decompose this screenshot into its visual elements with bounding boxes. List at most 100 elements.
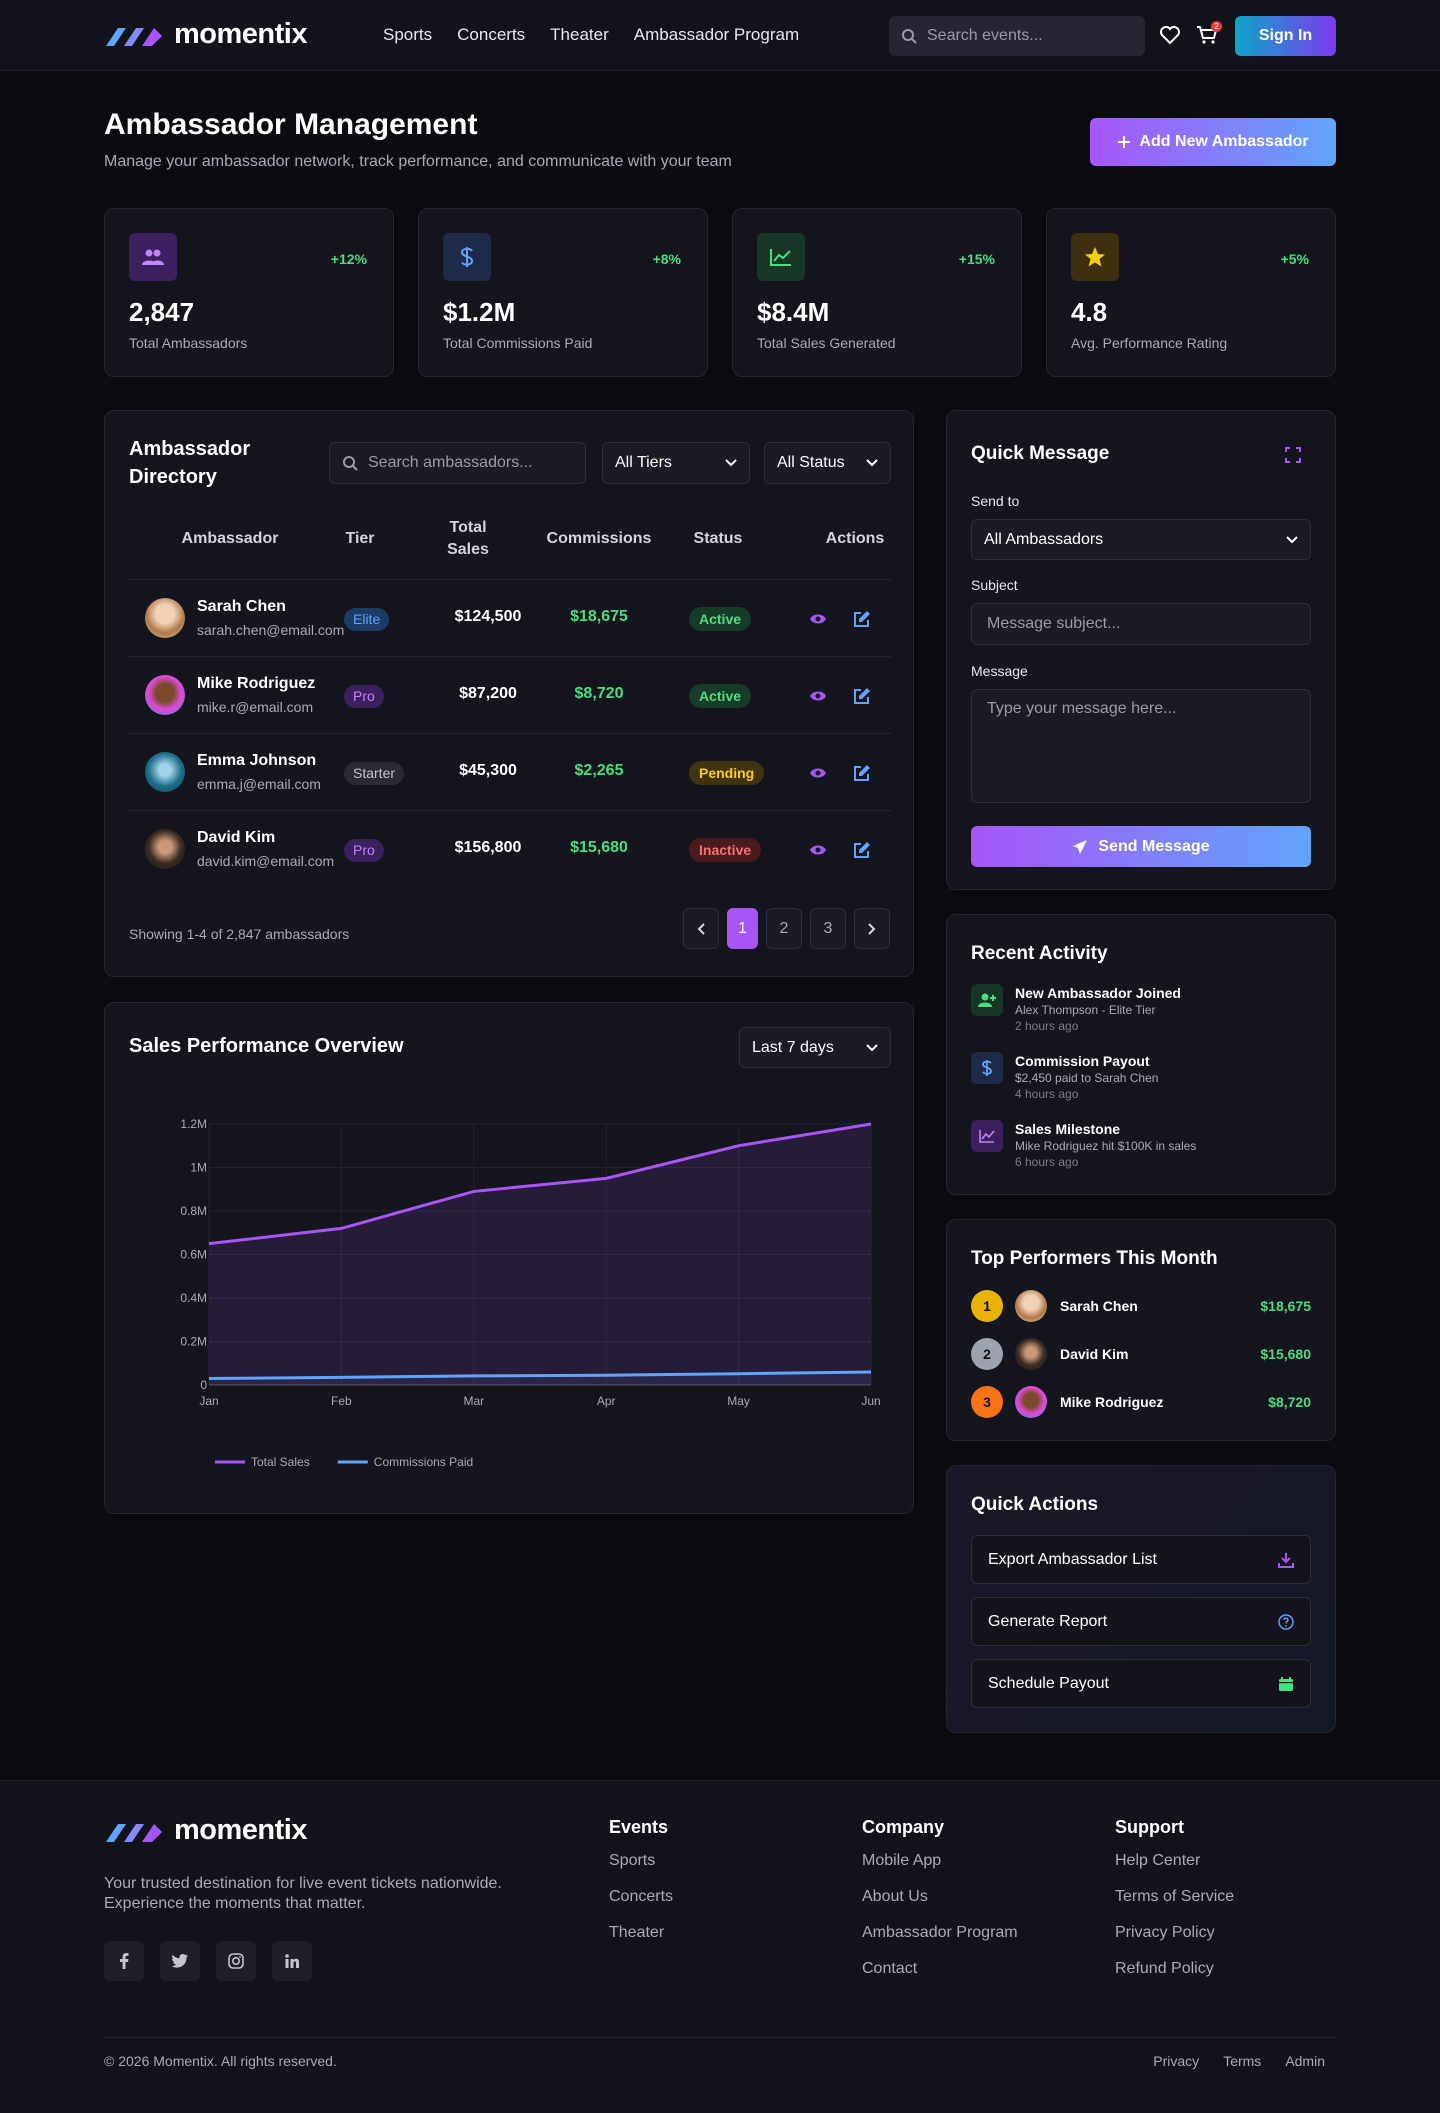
cart-button[interactable]: 2 <box>1196 21 1222 48</box>
edit-icon[interactable] <box>853 610 871 628</box>
sign-in-button[interactable]: Sign In <box>1235 16 1336 56</box>
nav-link-sports[interactable]: Sports <box>383 25 433 44</box>
footer-link[interactable]: Terms of Service <box>1115 1888 1235 1905</box>
page-button-3[interactable]: 3 <box>810 908 846 949</box>
avatar <box>145 675 185 715</box>
quick-message-panel: Quick Message Send to All Ambassadors Su… <box>946 410 1336 890</box>
subject-input[interactable]: Message subject... <box>971 603 1311 645</box>
send-message-button[interactable]: Send Message <box>971 826 1311 867</box>
x-tick-label: Mar <box>463 1394 484 1408</box>
nav-link-ambassador-program[interactable]: Ambassador Program <box>633 25 800 44</box>
event-search-input[interactable]: Search events... <box>889 16 1145 56</box>
stat-change: +8% <box>652 251 681 267</box>
view-icon[interactable] <box>809 610 827 628</box>
footer-link[interactable]: Mobile App <box>862 1852 942 1869</box>
rank-badge: 2 <box>971 1338 1003 1370</box>
footer-logo[interactable]: momentix <box>104 1814 307 1847</box>
send-to-select[interactable]: All Ambassadors <box>971 519 1311 560</box>
chevron-down-icon <box>866 459 878 467</box>
performer-name: Mike Rodriguez <box>1060 1394 1164 1410</box>
facebook-icon <box>120 1953 129 1969</box>
quick-actions-title: Quick Actions <box>971 1494 1099 1515</box>
footer-col-title: Events <box>609 1817 669 1837</box>
top-navbar: momentix Sports Concerts Theater Ambassa… <box>0 0 1440 71</box>
twitter-link[interactable] <box>160 1941 200 1981</box>
message-placeholder: Type your message here... <box>987 700 1177 717</box>
col-header-total-sales[interactable]: Total Sales <box>447 519 489 558</box>
message-textarea[interactable]: Type your message here... <box>971 689 1311 803</box>
export-label: Export Ambassador List <box>988 1550 1157 1568</box>
cart-count-badge: 2 <box>1211 21 1222 32</box>
footer-link[interactable]: Contact <box>862 1960 918 1977</box>
col-header-status[interactable]: Status <box>693 530 743 547</box>
view-icon[interactable] <box>809 841 827 859</box>
favorites-button[interactable] <box>1160 26 1180 47</box>
footer-link[interactable]: Help Center <box>1115 1852 1201 1869</box>
generate-report-button[interactable]: Generate Report <box>971 1597 1311 1646</box>
tier-badge: Starter <box>344 762 405 785</box>
instagram-link[interactable] <box>216 1941 256 1981</box>
schedule-payout-button[interactable]: Schedule Payout <box>971 1659 1311 1708</box>
footer-link[interactable]: Ambassador Program <box>862 1924 1018 1941</box>
page-subtitle: Manage your ambassador network, track pe… <box>104 153 732 170</box>
instagram-icon <box>228 1953 244 1969</box>
table-row[interactable]: Emma Johnson emma.j@email.com Starter $4… <box>129 733 891 810</box>
page-button-2[interactable]: 2 <box>766 908 802 949</box>
footer-link[interactable]: Privacy Policy <box>1115 1924 1215 1941</box>
add-ambassador-button[interactable]: Add New Ambassador <box>1090 118 1336 166</box>
ambassador-email: david.kim@email.com <box>197 853 335 869</box>
facebook-link[interactable] <box>104 1941 144 1981</box>
table-row[interactable]: Mike Rodriguez mike.r@email.com Pro $87,… <box>129 656 891 733</box>
footer-divider <box>104 2037 1336 2038</box>
commissions: $18,675 <box>570 608 628 625</box>
prev-page-button[interactable] <box>683 908 719 949</box>
tier-filter-select[interactable]: All Tiers <box>602 442 750 484</box>
col-header-commissions[interactable]: Commissions <box>546 530 652 547</box>
footer-link[interactable]: Concerts <box>609 1888 674 1905</box>
edit-icon[interactable] <box>853 764 871 782</box>
footer-link[interactable]: Refund Policy <box>1115 1960 1214 1977</box>
footer-privacy-link[interactable]: Privacy <box>1153 2053 1200 2069</box>
view-icon[interactable] <box>809 687 827 705</box>
plus-icon <box>1118 136 1131 148</box>
status-filter-select[interactable]: All Status <box>764 442 891 484</box>
stat-value: 2,847 <box>129 297 195 327</box>
ambassador-search-input[interactable]: Search ambassadors... <box>329 442 586 484</box>
schedule-payout-label: Schedule Payout <box>988 1674 1109 1692</box>
footer-admin-link[interactable]: Admin <box>1285 2053 1325 2069</box>
edit-icon[interactable] <box>853 687 871 705</box>
top-performers-panel: Top Performers This Month 1 Sarah Chen $… <box>946 1219 1336 1441</box>
footer-link[interactable]: About Us <box>862 1888 928 1905</box>
col-header-tier[interactable]: Tier <box>345 530 375 547</box>
footer-terms-link[interactable]: Terms <box>1223 2053 1262 2069</box>
logo[interactable]: momentix <box>104 18 307 51</box>
avatar <box>1015 1386 1047 1418</box>
nav-link-theater[interactable]: Theater <box>550 25 609 44</box>
expand-icon[interactable] <box>1285 447 1301 463</box>
chart-range-select[interactable]: Last 7 days <box>739 1027 891 1068</box>
chevron-left-icon <box>697 922 705 935</box>
footer-col-title: Support <box>1115 1817 1184 1837</box>
linkedin-icon <box>285 1954 299 1968</box>
total-sales: $124,500 <box>454 608 522 625</box>
view-icon[interactable] <box>809 764 827 782</box>
ambassador-email: sarah.chen@email.com <box>197 622 345 638</box>
col-header-ambassador[interactable]: Ambassador <box>181 530 279 547</box>
x-tick-label: Apr <box>597 1394 616 1408</box>
footer-link[interactable]: Theater <box>609 1924 665 1941</box>
activity-title: Sales Milestone <box>1015 1121 1121 1137</box>
export-ambassador-list-button[interactable]: Export Ambassador List <box>971 1535 1311 1584</box>
avatar <box>145 598 185 638</box>
table-row[interactable]: Sarah Chen sarah.chen@email.com Elite $1… <box>129 579 891 656</box>
page-button-1[interactable]: 1 <box>727 908 758 949</box>
footer-link[interactable]: Sports <box>609 1852 656 1869</box>
y-tick-label: 1.2M <box>180 1117 207 1131</box>
nav-link-concerts[interactable]: Concerts <box>457 25 526 44</box>
table-row[interactable]: David Kim david.kim@email.com Pro $156,8… <box>129 810 891 887</box>
logo-mark-icon <box>106 27 162 46</box>
linkedin-link[interactable] <box>272 1941 312 1981</box>
next-page-button[interactable] <box>854 908 890 949</box>
sales-chart: 0 0.2M 0.4M 0.6M 0.8M 1M 1.2M Jan Feb Mar Apr May Ju… <box>180 1117 880 1469</box>
edit-icon[interactable] <box>853 841 871 859</box>
pagination-summary: Showing 1-4 of 2,847 ambassadors <box>129 926 350 942</box>
